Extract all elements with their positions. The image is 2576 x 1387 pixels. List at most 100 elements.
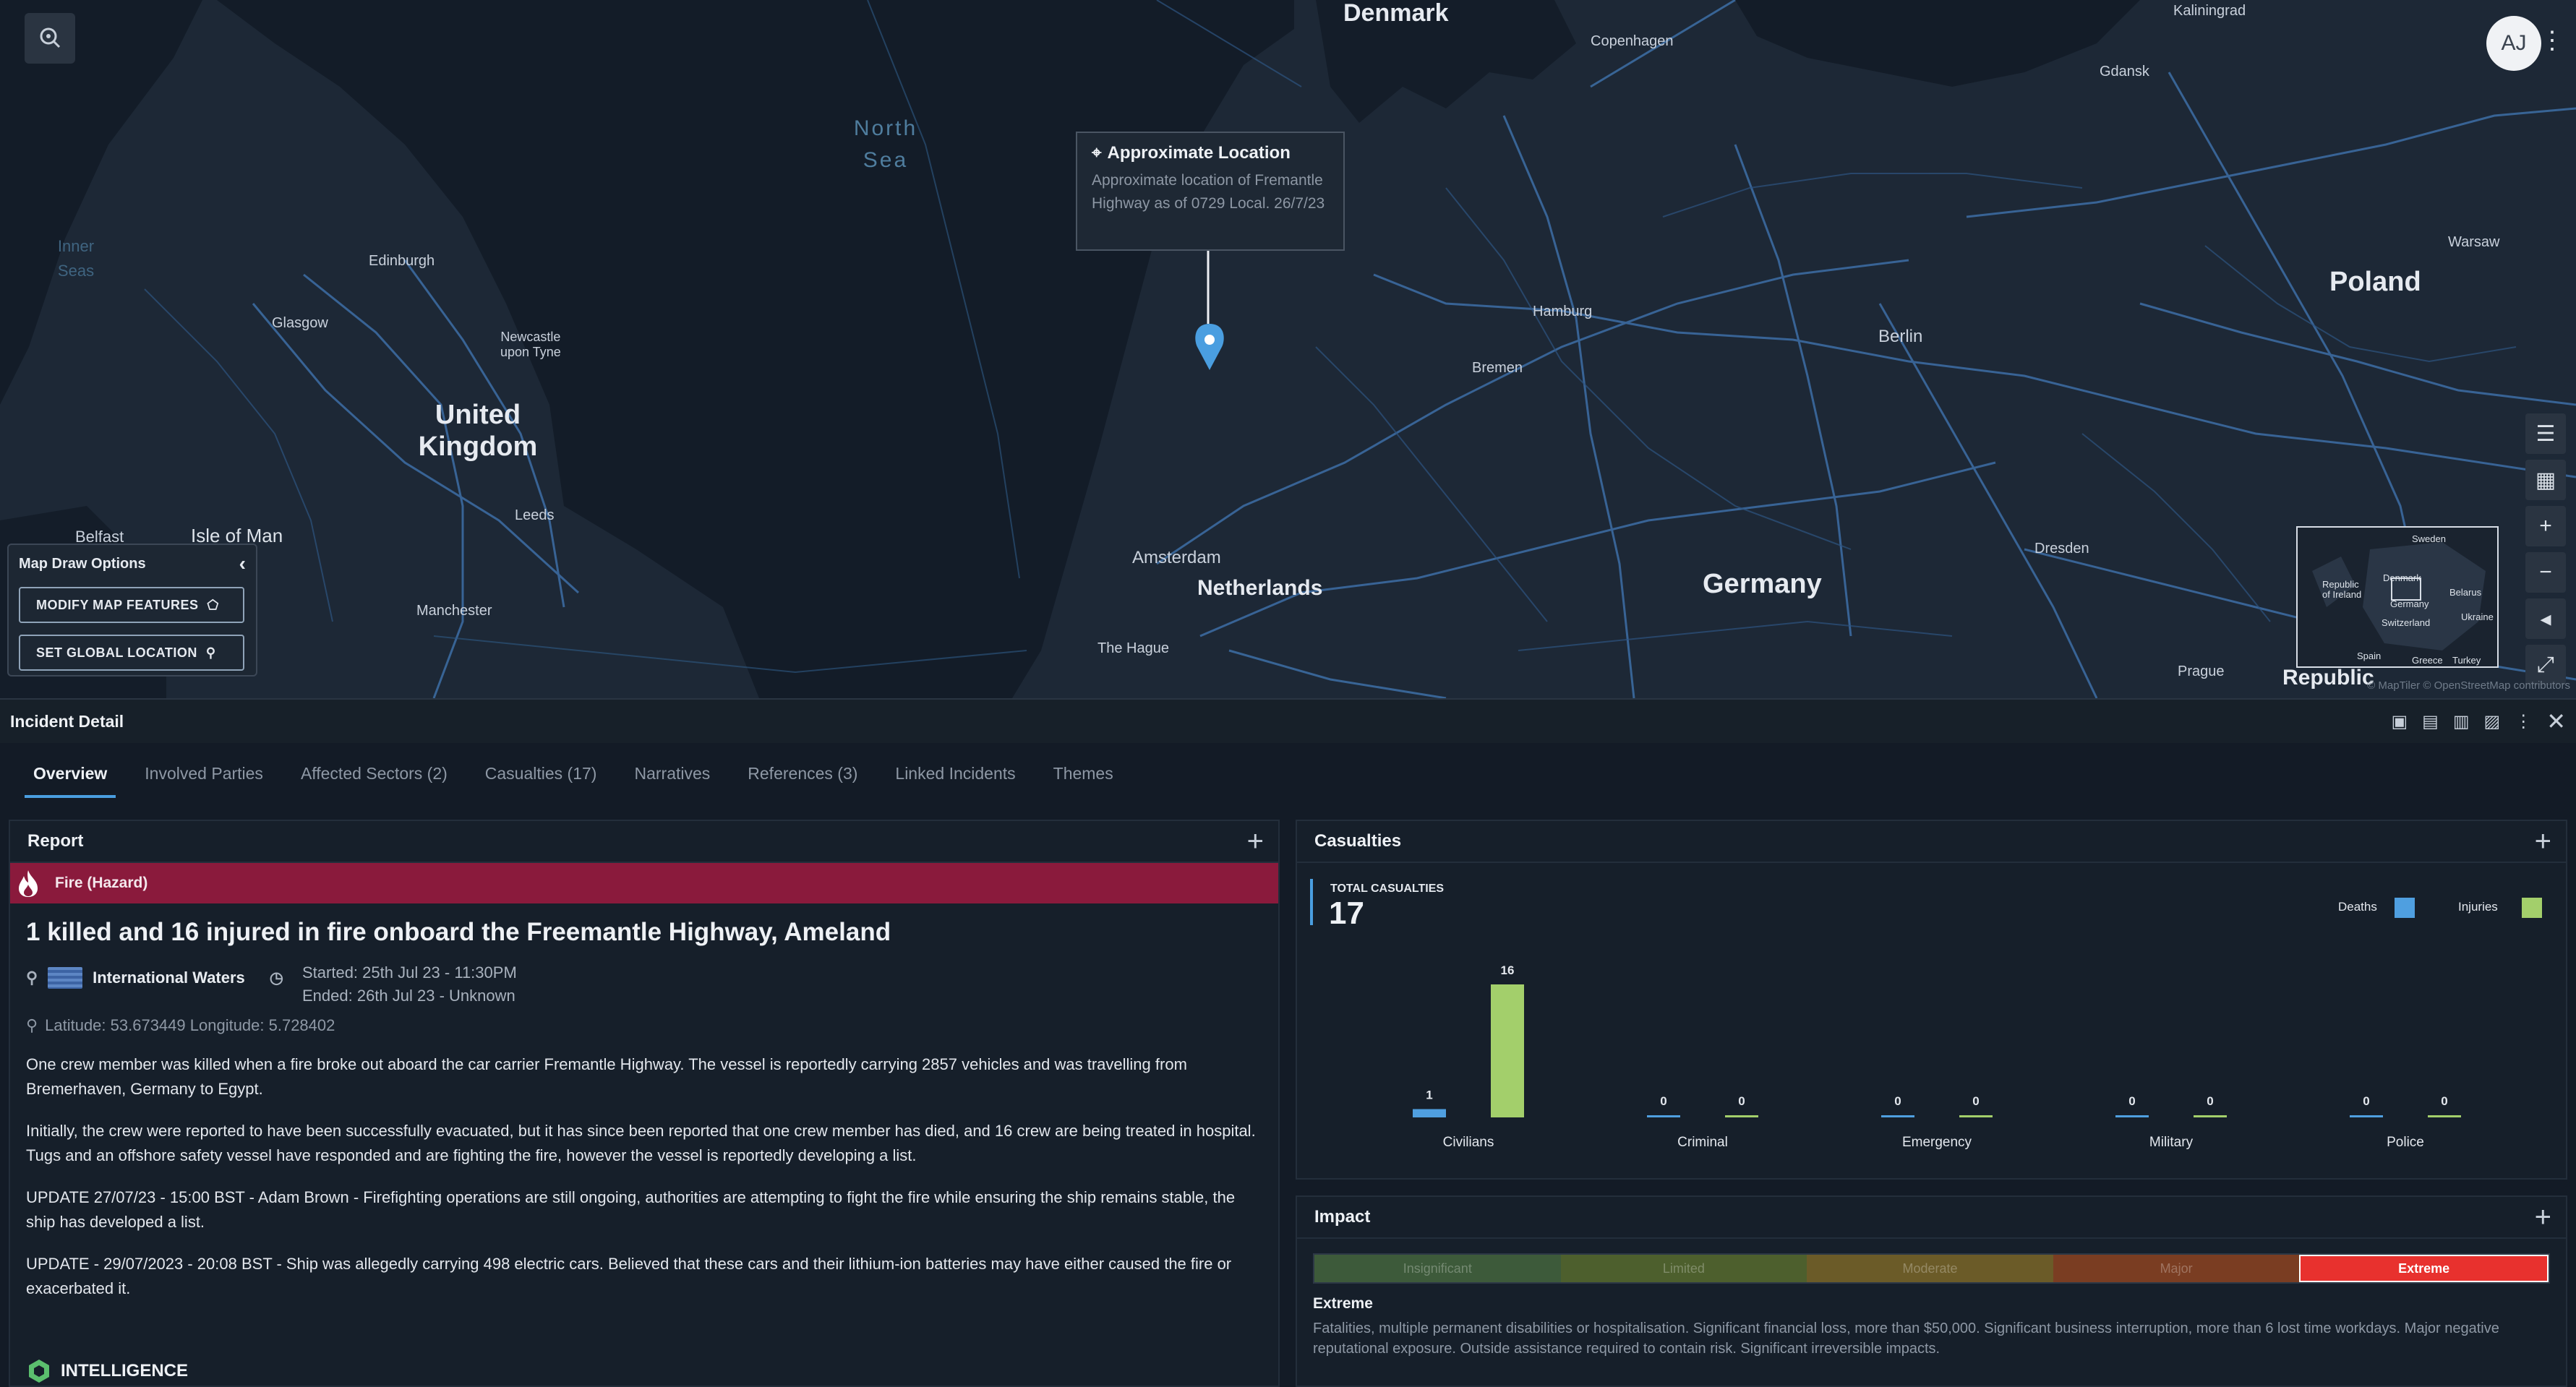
tab-references[interactable]: References (3) [748,763,858,783]
close-icon[interactable]: ✕ [2546,708,2566,734]
incident-detail-header: Incident Detail ▣ ▤ ▥ ▨ ⋮ ✕ [0,698,2576,743]
impact-scale: Insignificant Limited Moderate Major Extreme [1313,1253,2550,1284]
country-label-germany: Germany [1703,569,1822,599]
map-view[interactable]: United Kingdom Germany Poland Denmark Ne… [0,0,2576,698]
map-draw-options-panel: Map Draw Options ‹ MODIFY MAP FEATURES ⬠… [7,544,257,677]
draw-panel-title: Map Draw Options [19,555,146,572]
kebab-menu-icon[interactable]: ⋮ [2515,711,2533,731]
report-paragraph: Initially, the crew were reported to hav… [26,1122,1256,1164]
user-avatar[interactable]: AJ [2486,16,2541,71]
chart-bar [1959,1115,1993,1117]
city-label: Edinburgh [369,253,435,269]
fullscreen-button[interactable]: ⤢ [2525,645,2566,685]
minimap-label: Turkey [2452,655,2481,666]
legend-swatch [2395,898,2415,918]
minimap-label: Switzerland [2382,617,2431,628]
tab-involved-parties[interactable]: Involved Parties [145,763,263,783]
impact-panel: Impact + Insignificant Limited Moderate Maj… [1296,1195,2567,1387]
layout-split-horizontal-icon[interactable]: ▤ [2422,711,2439,731]
location-pin-icon: ⚲ [26,1016,38,1034]
minimap-label: Republic of Ireland [2322,579,2362,600]
map-attribution[interactable]: © MapTiler © OpenStreetMap contributors [2367,679,2570,692]
bar-value-label: 0 [1894,1094,1901,1108]
bar-value-label: 0 [2363,1094,2369,1108]
report-title: Report [27,831,84,851]
location-tooltip: ⌖ Approximate Location Approximate locat… [1076,132,1345,251]
layout-map-icon[interactable]: ▣ [2391,711,2408,731]
chart-bar [1647,1115,1680,1117]
intelligence-hexagon-icon [29,1360,49,1383]
city-label: Glasgow [272,315,328,331]
basemap-button[interactable]: ▦ [2525,460,2566,500]
search-location-icon [40,27,61,48]
tab-casualties[interactable]: Casualties (17) [484,763,597,783]
modify-map-features-button[interactable]: MODIFY MAP FEATURES ⬠ [19,587,244,623]
impact-level-extreme[interactable]: Extreme [2299,1255,2549,1282]
add-icon[interactable]: + [1246,825,1264,857]
minimap-shapes [2312,542,2486,650]
hazard-banner: Fire (Hazard) [10,863,1278,903]
location-pin-icon: ⚲ [26,969,38,987]
impact-level-insignificant[interactable]: Insignificant [1314,1255,1561,1282]
impact-level-limited[interactable]: Limited [1560,1255,1807,1282]
city-label: Belfast [75,528,124,546]
legend-label: Injuries [2458,900,2498,914]
report-paragraph: UPDATE 27/07/23 - 15:00 BST - Adam Brown… [26,1188,1236,1231]
incident-location: International Waters [93,969,245,987]
tab-narratives[interactable]: Narratives [634,763,711,783]
draw-shape-icon: ⬠ [207,597,219,612]
impact-level-label: Extreme [1313,1295,1373,1312]
sea-label-inner-seas: Inner Seas [57,237,95,280]
kebab-menu-icon[interactable]: ⋮ [2540,27,2564,54]
layout-image-icon[interactable]: ▨ [2483,711,2501,731]
total-accent-bar [1310,879,1313,925]
layout-split-vertical-icon[interactable]: ▥ [2452,711,2470,731]
intelligence-label: INTELLIGENCE [61,1361,189,1380]
plus-icon: + [2539,514,2552,538]
city-label: Gdansk [2100,64,2149,80]
clock-icon: ◷ [269,969,283,987]
tab-overview[interactable]: Overview [14,743,126,804]
hazard-label: Fire (Hazard) [55,875,148,891]
chart-bar [2428,1115,2461,1117]
tab-linked-incidents[interactable]: Linked Incidents [895,763,1016,783]
map-search-button[interactable] [25,13,75,64]
total-casualties-value: 17 [1329,896,1364,931]
city-label: The Hague [1097,640,1169,656]
city-label: Manchester [416,603,492,619]
zoom-in-button[interactable]: + [2525,506,2566,546]
city-label: Copenhagen [1591,33,1674,49]
country-label-netherlands: Netherlands [1197,576,1323,600]
chart-bar [1725,1115,1758,1117]
minimap-label: Ukraine [2461,611,2494,622]
chart-bar [1881,1115,1914,1117]
report-paragraph: UPDATE - 29/07/2023 - 20:08 BST - Ship w… [26,1255,1232,1297]
add-icon[interactable]: + [2534,1201,2551,1233]
tab-affected-sectors[interactable]: Affected Sectors (2) [300,763,448,783]
impact-level-moderate[interactable]: Moderate [1807,1255,2053,1282]
compass-button[interactable]: ◂ [2525,598,2566,639]
overview-minimap[interactable]: Sweden Denmark Republic of Ireland Belar… [2296,526,2499,668]
bar-value-label: 0 [1738,1094,1745,1108]
casualties-panel: Casualties + TOTAL CASUALTIES 17 Deaths Inj… [1296,820,2567,1180]
category-label: Military [2149,1135,2194,1150]
country-label-poland: Poland [2329,267,2421,297]
map-toolbar: ☰ ▦ + − ◂ ⤢ [2525,413,2566,685]
category-label: Criminal [1677,1135,1728,1150]
modify-map-features-label: MODIFY MAP FEATURES [36,597,199,612]
location-pin-icon: ⚲ [205,645,216,660]
impact-level-major[interactable]: Major [2053,1255,2300,1282]
incident-tabs: Overview Involved Parties Affected Secto… [0,743,2576,804]
tab-themes[interactable]: Themes [1053,763,1113,783]
collapse-chevron-icon[interactable]: ‹ [239,552,246,575]
add-icon[interactable]: + [2534,825,2551,857]
zoom-out-button[interactable]: − [2525,552,2566,593]
impact-description: Fatalities, multiple permanent disabilit… [1313,1321,2499,1357]
city-label: Dresden [2034,541,2089,557]
chart-bar [2194,1115,2227,1117]
city-label: Bremen [1472,360,1523,376]
minimap-label: Germany [2390,598,2429,609]
layers-button[interactable]: ☰ [2525,413,2566,454]
chart-bar [2350,1115,2383,1117]
set-global-location-button[interactable]: SET GLOBAL LOCATION ⚲ [19,635,244,671]
